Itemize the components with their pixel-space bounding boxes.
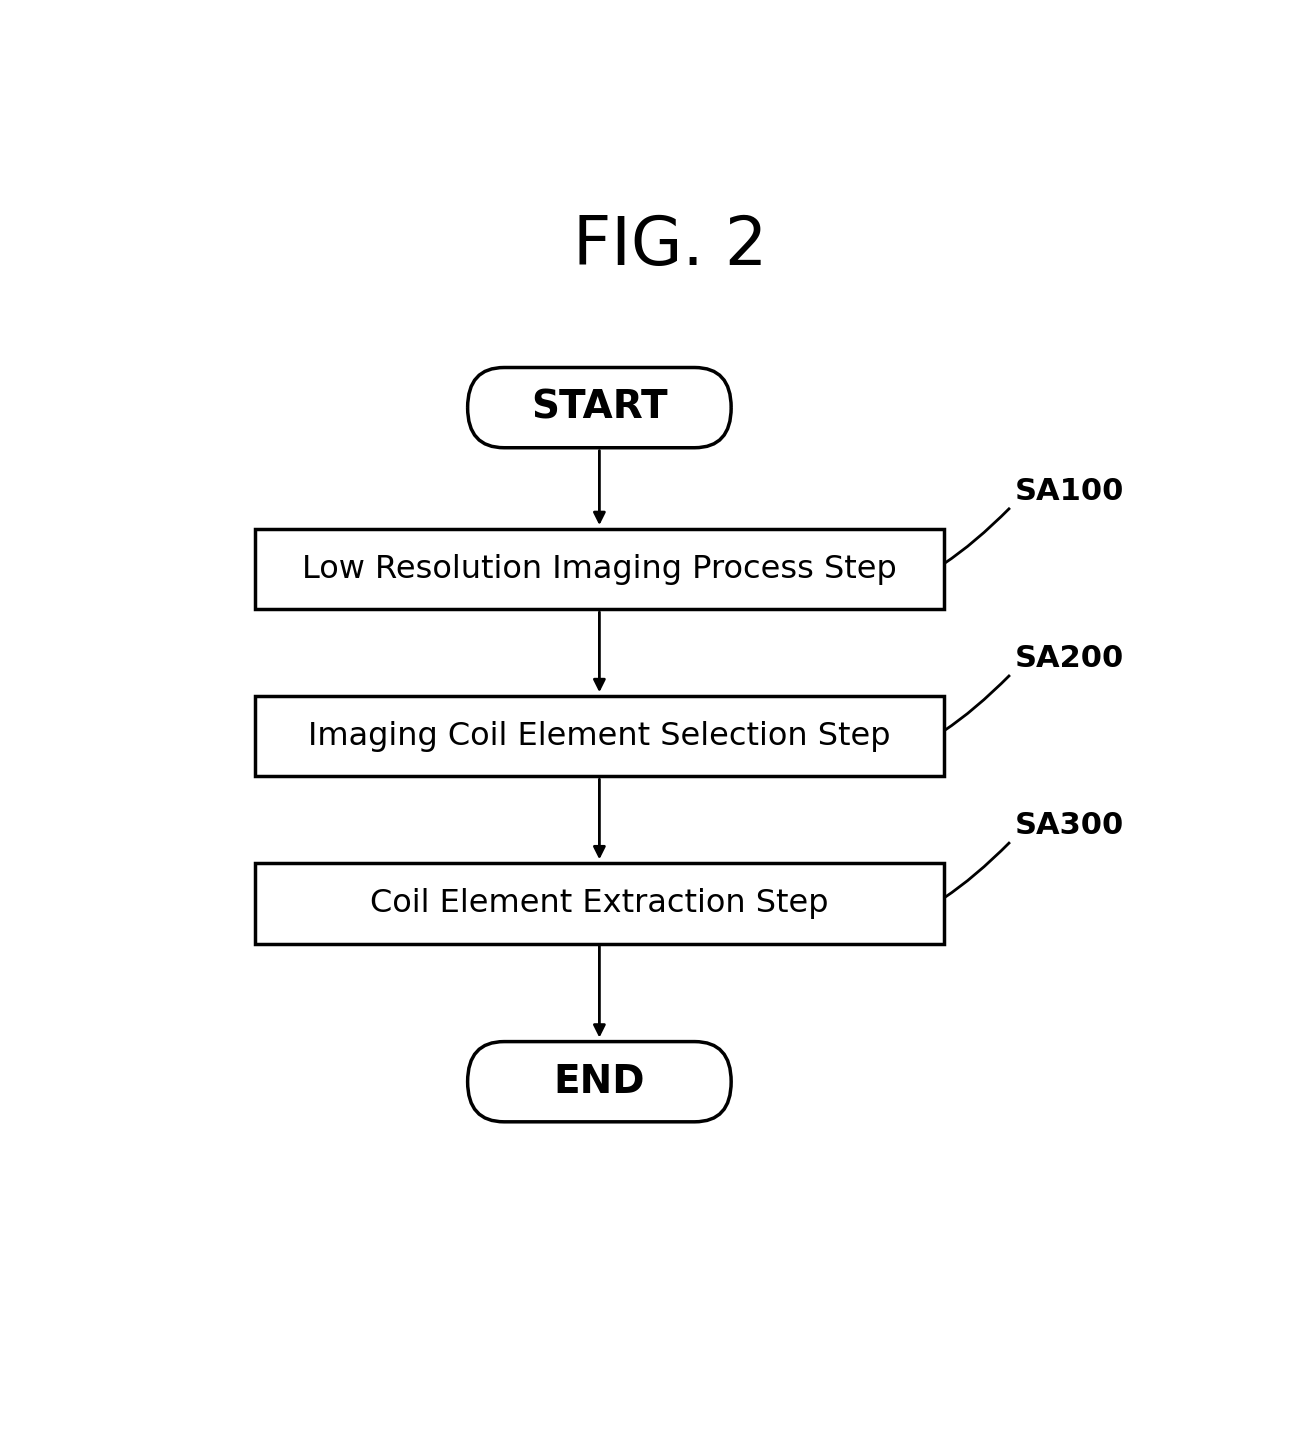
Text: Low Resolution Imaging Process Step: Low Resolution Imaging Process Step	[302, 554, 897, 585]
Text: SA300: SA300	[1015, 810, 1125, 839]
Text: SA200: SA200	[1015, 644, 1125, 673]
Text: START: START	[531, 389, 667, 427]
FancyBboxPatch shape	[255, 864, 944, 943]
FancyBboxPatch shape	[255, 530, 944, 609]
FancyBboxPatch shape	[255, 696, 944, 777]
Text: FIG. 2: FIG. 2	[573, 213, 768, 279]
Text: Coil Element Extraction Step: Coil Element Extraction Step	[370, 888, 829, 919]
Text: Imaging Coil Element Selection Step: Imaging Coil Element Selection Step	[309, 721, 891, 752]
Text: END: END	[553, 1062, 645, 1101]
Text: SA100: SA100	[1015, 476, 1125, 505]
FancyBboxPatch shape	[468, 368, 731, 447]
FancyBboxPatch shape	[468, 1042, 731, 1121]
